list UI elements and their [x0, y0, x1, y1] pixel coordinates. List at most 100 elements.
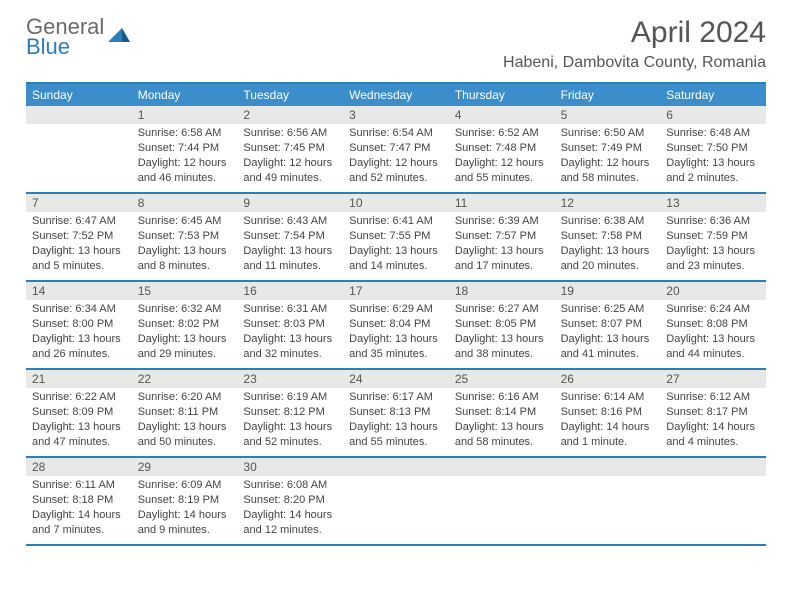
day-info: Sunrise: 6:52 AMSunset: 7:48 PMDaylight:…: [449, 124, 555, 191]
day-cell: 4Sunrise: 6:52 AMSunset: 7:48 PMDaylight…: [449, 106, 555, 192]
sunset-text: Sunset: 8:17 PM: [666, 405, 760, 420]
day-info: Sunrise: 6:08 AMSunset: 8:20 PMDaylight:…: [237, 476, 343, 543]
sunset-text: Sunset: 8:00 PM: [32, 317, 126, 332]
weekday-header: Thursday: [449, 84, 555, 106]
day-cell: 3Sunrise: 6:54 AMSunset: 7:47 PMDaylight…: [343, 106, 449, 192]
sunrise-text: Sunrise: 6:41 AM: [349, 214, 443, 229]
daylight-text: Daylight: 13 hours and 52 minutes.: [243, 420, 337, 450]
calendar: Sunday Monday Tuesday Wednesday Thursday…: [26, 82, 766, 546]
sunset-text: Sunset: 8:19 PM: [138, 493, 232, 508]
sunrise-text: Sunrise: 6:50 AM: [561, 126, 655, 141]
daylight-text: Daylight: 14 hours and 1 minute.: [561, 420, 655, 450]
sunset-text: Sunset: 7:47 PM: [349, 141, 443, 156]
day-number: 15: [132, 282, 238, 300]
sunrise-text: Sunrise: 6:09 AM: [138, 478, 232, 493]
day-number: 4: [449, 106, 555, 124]
day-info: Sunrise: 6:22 AMSunset: 8:09 PMDaylight:…: [26, 388, 132, 455]
day-number: [449, 458, 555, 476]
sunrise-text: Sunrise: 6:17 AM: [349, 390, 443, 405]
day-info: Sunrise: 6:16 AMSunset: 8:14 PMDaylight:…: [449, 388, 555, 455]
day-number: 11: [449, 194, 555, 212]
sunrise-text: Sunrise: 6:48 AM: [666, 126, 760, 141]
day-cell: 13Sunrise: 6:36 AMSunset: 7:59 PMDayligh…: [660, 194, 766, 280]
weekday-header: Saturday: [660, 84, 766, 106]
day-info: Sunrise: 6:25 AMSunset: 8:07 PMDaylight:…: [555, 300, 661, 367]
day-cell: 19Sunrise: 6:25 AMSunset: 8:07 PMDayligh…: [555, 282, 661, 368]
title-area: April 2024 Habeni, Dambovita County, Rom…: [503, 16, 766, 72]
sunrise-text: Sunrise: 6:39 AM: [455, 214, 549, 229]
sunset-text: Sunset: 8:16 PM: [561, 405, 655, 420]
day-cell: 21Sunrise: 6:22 AMSunset: 8:09 PMDayligh…: [26, 370, 132, 456]
day-number: 7: [26, 194, 132, 212]
daylight-text: Daylight: 14 hours and 4 minutes.: [666, 420, 760, 450]
week-row: 28Sunrise: 6:11 AMSunset: 8:18 PMDayligh…: [26, 458, 766, 546]
sunrise-text: Sunrise: 6:45 AM: [138, 214, 232, 229]
day-info: Sunrise: 6:54 AMSunset: 7:47 PMDaylight:…: [343, 124, 449, 191]
day-number: 14: [26, 282, 132, 300]
day-number: 3: [343, 106, 449, 124]
day-number: [555, 458, 661, 476]
sunrise-text: Sunrise: 6:08 AM: [243, 478, 337, 493]
day-info: Sunrise: 6:27 AMSunset: 8:05 PMDaylight:…: [449, 300, 555, 367]
day-cell: [555, 458, 661, 544]
day-cell: 17Sunrise: 6:29 AMSunset: 8:04 PMDayligh…: [343, 282, 449, 368]
header: General Blue April 2024 Habeni, Dambovit…: [26, 16, 766, 72]
day-info: Sunrise: 6:41 AMSunset: 7:55 PMDaylight:…: [343, 212, 449, 279]
sunset-text: Sunset: 8:07 PM: [561, 317, 655, 332]
sunrise-text: Sunrise: 6:43 AM: [243, 214, 337, 229]
weekday-header: Friday: [555, 84, 661, 106]
daylight-text: Daylight: 13 hours and 32 minutes.: [243, 332, 337, 362]
sunrise-text: Sunrise: 6:14 AM: [561, 390, 655, 405]
sunset-text: Sunset: 7:53 PM: [138, 229, 232, 244]
day-cell: 25Sunrise: 6:16 AMSunset: 8:14 PMDayligh…: [449, 370, 555, 456]
week-row: 1Sunrise: 6:58 AMSunset: 7:44 PMDaylight…: [26, 106, 766, 194]
sunrise-text: Sunrise: 6:36 AM: [666, 214, 760, 229]
day-info: Sunrise: 6:32 AMSunset: 8:02 PMDaylight:…: [132, 300, 238, 367]
location: Habeni, Dambovita County, Romania: [503, 54, 766, 72]
day-info: Sunrise: 6:45 AMSunset: 7:53 PMDaylight:…: [132, 212, 238, 279]
day-cell: 24Sunrise: 6:17 AMSunset: 8:13 PMDayligh…: [343, 370, 449, 456]
sunset-text: Sunset: 7:44 PM: [138, 141, 232, 156]
day-number: [660, 458, 766, 476]
daylight-text: Daylight: 13 hours and 29 minutes.: [138, 332, 232, 362]
daylight-text: Daylight: 13 hours and 50 minutes.: [138, 420, 232, 450]
day-cell: 11Sunrise: 6:39 AMSunset: 7:57 PMDayligh…: [449, 194, 555, 280]
sunset-text: Sunset: 8:20 PM: [243, 493, 337, 508]
sunrise-text: Sunrise: 6:22 AM: [32, 390, 126, 405]
day-number: 12: [555, 194, 661, 212]
day-number: 24: [343, 370, 449, 388]
sunset-text: Sunset: 8:08 PM: [666, 317, 760, 332]
day-number: 21: [26, 370, 132, 388]
day-info: Sunrise: 6:14 AMSunset: 8:16 PMDaylight:…: [555, 388, 661, 455]
sunset-text: Sunset: 7:48 PM: [455, 141, 549, 156]
weeks-container: 1Sunrise: 6:58 AMSunset: 7:44 PMDaylight…: [26, 106, 766, 546]
day-number: 5: [555, 106, 661, 124]
daylight-text: Daylight: 13 hours and 17 minutes.: [455, 244, 549, 274]
logo-text: General Blue: [26, 16, 104, 58]
day-info: Sunrise: 6:29 AMSunset: 8:04 PMDaylight:…: [343, 300, 449, 367]
day-number: 25: [449, 370, 555, 388]
sunrise-text: Sunrise: 6:16 AM: [455, 390, 549, 405]
sunset-text: Sunset: 8:05 PM: [455, 317, 549, 332]
day-number: 8: [132, 194, 238, 212]
daylight-text: Daylight: 13 hours and 44 minutes.: [666, 332, 760, 362]
day-number: 19: [555, 282, 661, 300]
sunset-text: Sunset: 7:52 PM: [32, 229, 126, 244]
day-number: 22: [132, 370, 238, 388]
sunrise-text: Sunrise: 6:20 AM: [138, 390, 232, 405]
day-cell: 30Sunrise: 6:08 AMSunset: 8:20 PMDayligh…: [237, 458, 343, 544]
day-cell: 2Sunrise: 6:56 AMSunset: 7:45 PMDaylight…: [237, 106, 343, 192]
day-info: Sunrise: 6:48 AMSunset: 7:50 PMDaylight:…: [660, 124, 766, 191]
day-cell: 10Sunrise: 6:41 AMSunset: 7:55 PMDayligh…: [343, 194, 449, 280]
day-info: Sunrise: 6:58 AMSunset: 7:44 PMDaylight:…: [132, 124, 238, 191]
sunset-text: Sunset: 8:12 PM: [243, 405, 337, 420]
day-info: Sunrise: 6:43 AMSunset: 7:54 PMDaylight:…: [237, 212, 343, 279]
day-cell: 7Sunrise: 6:47 AMSunset: 7:52 PMDaylight…: [26, 194, 132, 280]
sunset-text: Sunset: 8:04 PM: [349, 317, 443, 332]
sunrise-text: Sunrise: 6:32 AM: [138, 302, 232, 317]
logo: General Blue: [26, 16, 130, 58]
day-number: 16: [237, 282, 343, 300]
day-cell: 6Sunrise: 6:48 AMSunset: 7:50 PMDaylight…: [660, 106, 766, 192]
day-cell: [343, 458, 449, 544]
daylight-text: Daylight: 13 hours and 5 minutes.: [32, 244, 126, 274]
